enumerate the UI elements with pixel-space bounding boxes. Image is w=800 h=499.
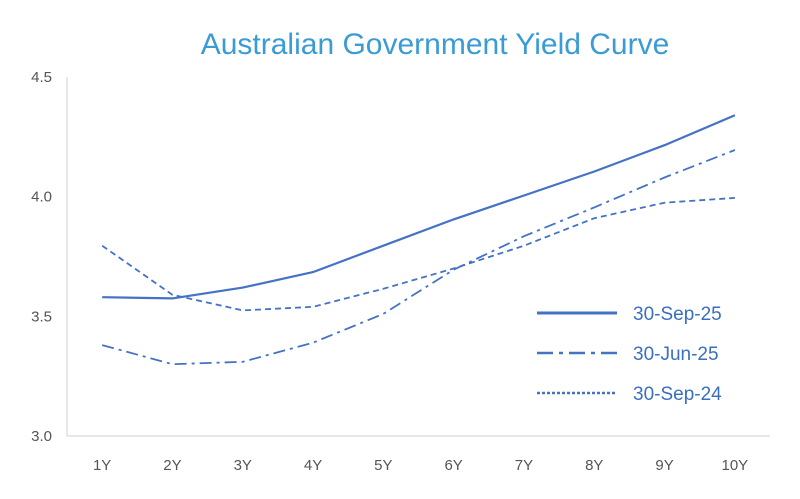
y-tick-label: 4.0 (31, 189, 52, 206)
chart-title: Australian Government Yield Curve (200, 28, 670, 61)
y-tick-label: 3.5 (31, 308, 52, 325)
x-tick-label: 10Y (721, 457, 748, 474)
x-tick-label: 2Y (163, 457, 181, 474)
legend-label: 30-Jun-25 (633, 344, 719, 365)
x-tick-label: 6Y (444, 457, 462, 474)
legend-label: 30-Sep-25 (633, 304, 722, 325)
x-tick-label: 3Y (234, 457, 252, 474)
y-tick-label: 4.5 (31, 69, 52, 86)
x-tick-label: 8Y (585, 457, 603, 474)
legend-label: 30-Sep-24 (633, 384, 722, 405)
chart-axes: 3.0 3.5 4.0 4.5 1Y 2Y 3Y 4Y 5Y 6Y 7Y 8Y 9Y 10Y (31, 69, 770, 474)
chart-legend: 30-Sep-25 30-Jun-25 30-Sep-24 (537, 304, 722, 405)
series-line-30-sep-25 (102, 114, 736, 300)
series-line-30-sep-24 (101, 197, 735, 312)
x-tick-label: 9Y (655, 457, 673, 474)
x-tick-label: 1Y (93, 457, 111, 474)
y-tick-label: 3.0 (31, 428, 52, 445)
x-tick-label: 7Y (515, 457, 533, 474)
series-line-30-jun-25 (101, 149, 736, 366)
x-tick-label: 5Y (374, 457, 392, 474)
series-layer (101, 114, 736, 366)
x-tick-label: 4Y (304, 457, 322, 474)
